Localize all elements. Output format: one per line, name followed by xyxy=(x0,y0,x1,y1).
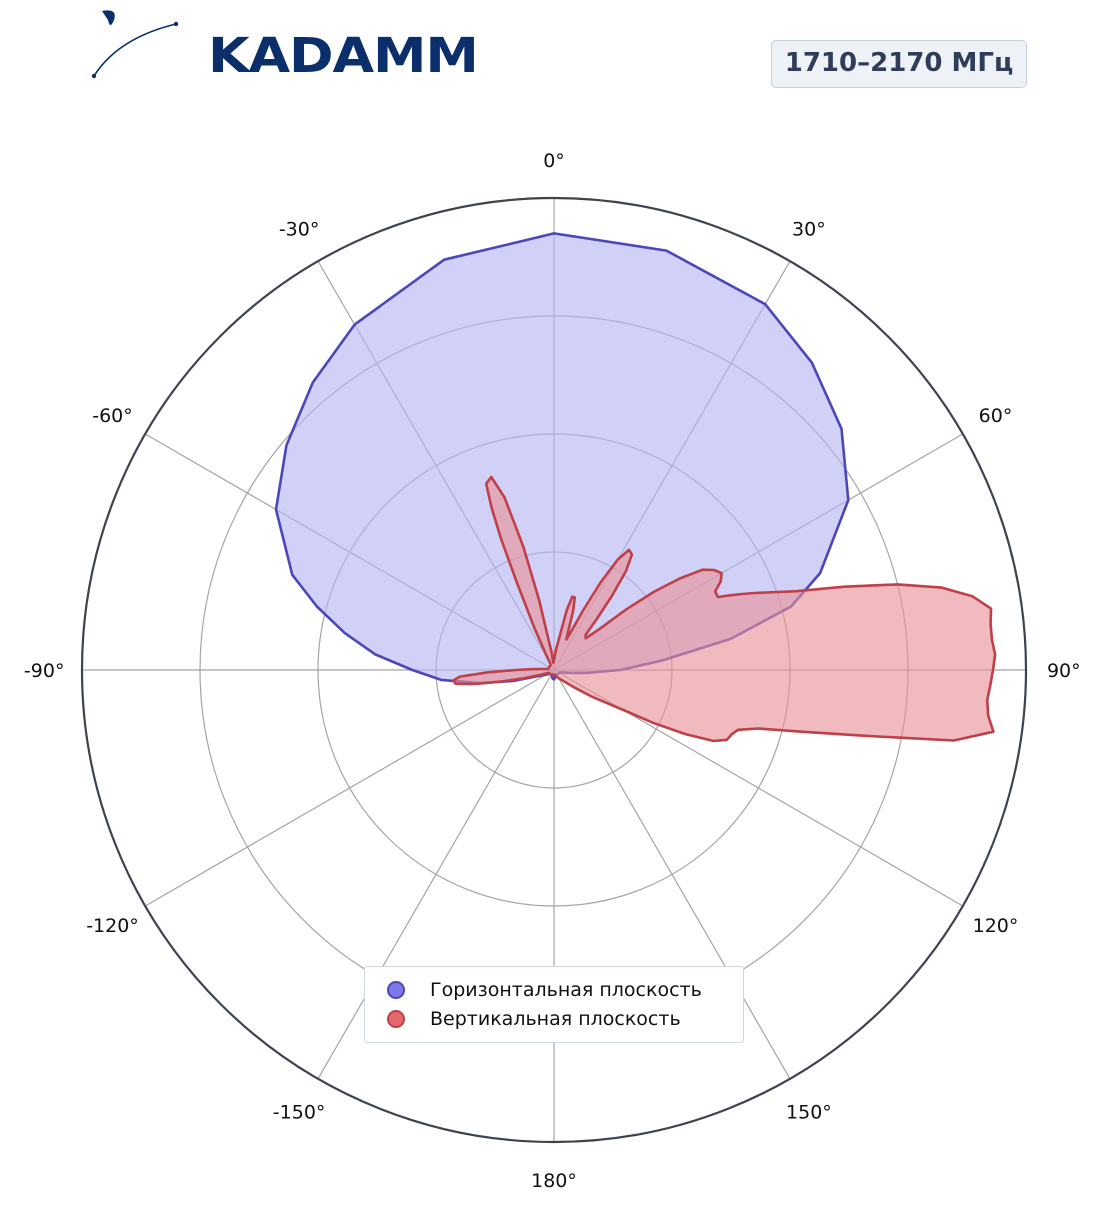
angular-gridline xyxy=(144,669,555,907)
logo-swoosh-icon xyxy=(91,10,179,79)
angle-label: 30° xyxy=(792,219,826,241)
angle-label: -30° xyxy=(279,219,320,241)
angle-label: 90° xyxy=(1047,660,1081,682)
series-vertical xyxy=(451,475,997,743)
angular-gridline xyxy=(553,669,791,1080)
angle-label: 150° xyxy=(786,1102,832,1124)
legend-marker-vertical xyxy=(387,1010,405,1028)
logo-wordmark: KADAMM xyxy=(208,28,479,84)
frequency-badge: 1710–2170 МГц xyxy=(771,40,1027,88)
polar-outer-ring xyxy=(80,196,1028,1144)
angle-label: 60° xyxy=(979,405,1013,427)
legend-item-vertical: Вертикальная плоскость xyxy=(387,1006,681,1032)
kadamm-logo: KADAMM xyxy=(88,8,479,88)
angle-label: 0° xyxy=(543,150,565,172)
legend-item-horizontal: Горизонтальная плоскость xyxy=(387,977,702,1003)
polar-series xyxy=(274,232,997,743)
angle-labels: 0° 30° 60° 90° 120° 150° 180° -150° -120° -90° -60… xyxy=(24,150,1081,1192)
chart-legend: Горизонтальная плоскость Вертикальная пл… xyxy=(364,966,744,1043)
angle-label: 180° xyxy=(531,1170,577,1192)
legend-label-horizontal: Горизонтальная плоскость xyxy=(430,979,702,1001)
angle-label: -150° xyxy=(273,1102,326,1124)
angle-label: -120° xyxy=(86,915,139,937)
angle-label: -60° xyxy=(92,405,133,427)
legend-label-vertical: Вертикальная плоскость xyxy=(430,1008,681,1030)
angular-gridline xyxy=(317,669,555,1080)
angle-label: 120° xyxy=(973,915,1019,937)
legend-marker-horizontal xyxy=(387,981,405,999)
angle-label: -90° xyxy=(24,660,65,682)
